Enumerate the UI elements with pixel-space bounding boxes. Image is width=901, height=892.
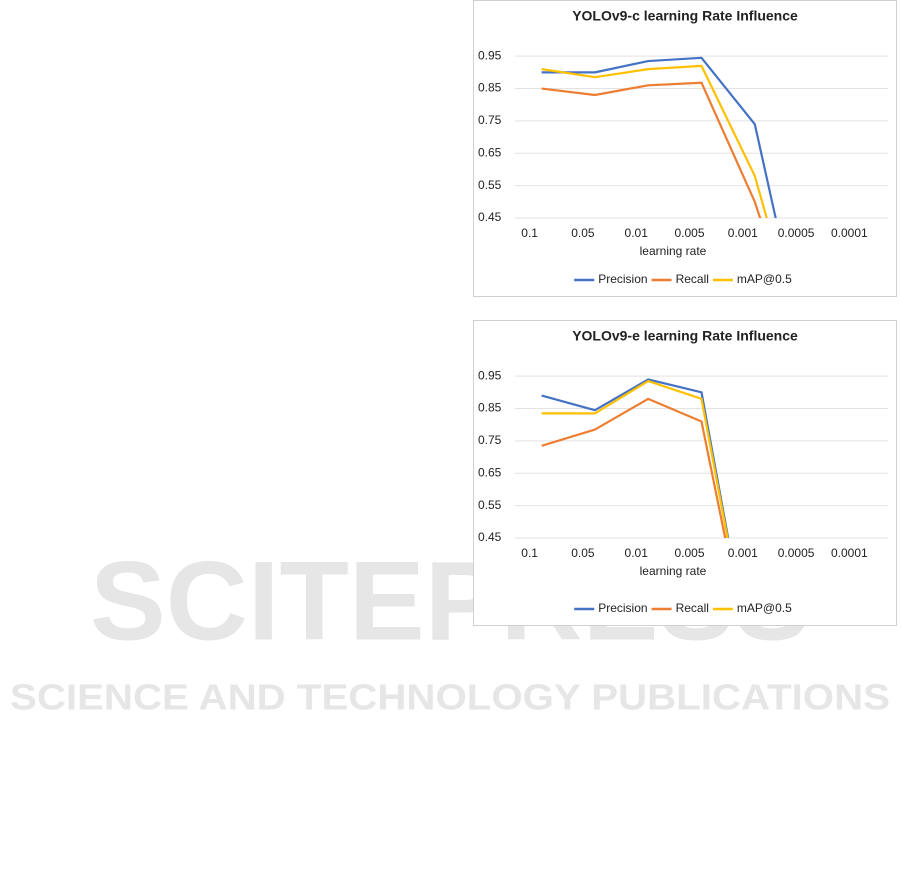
y-tick-label: 0.55	[478, 178, 502, 192]
series-line	[541, 64, 768, 218]
x-tick-label: 0.0005	[778, 226, 815, 240]
legend-label: Precision	[598, 272, 647, 286]
legend-label: Precision	[598, 601, 647, 615]
series-line	[541, 81, 762, 218]
legend: Precision Recall mAP@0.5	[574, 601, 792, 615]
y-tick-label: 0.85	[478, 81, 502, 95]
x-tick-label: 0.1	[521, 226, 538, 240]
x-tick-label: 0.0001	[831, 546, 868, 560]
chart-border	[473, 0, 897, 297]
x-tick-label: 0.0005	[778, 546, 815, 560]
x-tick-label: 0.001	[728, 226, 758, 240]
series-line	[541, 379, 729, 538]
legend-label: mAP@0.5	[737, 601, 792, 615]
chart-title: YOLOv9-e learning Rate Influence	[572, 328, 798, 344]
x-axis-label: learning rate	[640, 564, 707, 578]
series-line	[541, 378, 730, 538]
x-tick-label: 0.0001	[831, 226, 868, 240]
y-tick-label: 0.95	[478, 48, 502, 62]
chart: YOLOv9-c learning Rate Influence 0.45 0.55…	[473, 0, 897, 297]
x-tick-label: 0.01	[625, 546, 649, 560]
watermark-tagline: SCIENCE AND TECHNOLOGY PUBLICATIONS	[10, 677, 890, 718]
x-tick-label: 0.001	[728, 546, 758, 560]
chart-title: YOLOv9-c learning Rate Influence	[572, 8, 798, 24]
y-tick-label: 0.65	[478, 145, 502, 159]
series-line	[541, 397, 727, 538]
legend-label: Recall	[676, 272, 709, 286]
y-tick-label: 0.45	[478, 530, 502, 544]
x-axis-label: learning rate	[640, 244, 707, 258]
y-tick-label: 0.45	[478, 210, 502, 224]
legend-label: mAP@0.5	[737, 272, 792, 286]
legend-label: Recall	[676, 601, 709, 615]
x-tick-label: 0.005	[674, 546, 704, 560]
x-tick-label: 0.005	[674, 226, 704, 240]
x-tick-label: 0.05	[571, 546, 595, 560]
x-tick-label: 0.1	[521, 546, 538, 560]
x-tick-label: 0.05	[571, 226, 595, 240]
y-tick-label: 0.95	[478, 368, 502, 382]
y-tick-label: 0.75	[478, 433, 502, 447]
legend: Precision Recall mAP@0.5	[574, 272, 792, 286]
x-tick-label: 0.01	[625, 226, 649, 240]
y-tick-label: 0.65	[478, 465, 502, 479]
y-tick-label: 0.55	[478, 498, 502, 512]
y-tick-label: 0.85	[478, 401, 502, 415]
y-tick-label: 0.75	[478, 113, 502, 127]
series-line	[541, 56, 777, 218]
chart: YOLOv9-e learning Rate Influence 0.45 0.55…	[473, 320, 897, 626]
